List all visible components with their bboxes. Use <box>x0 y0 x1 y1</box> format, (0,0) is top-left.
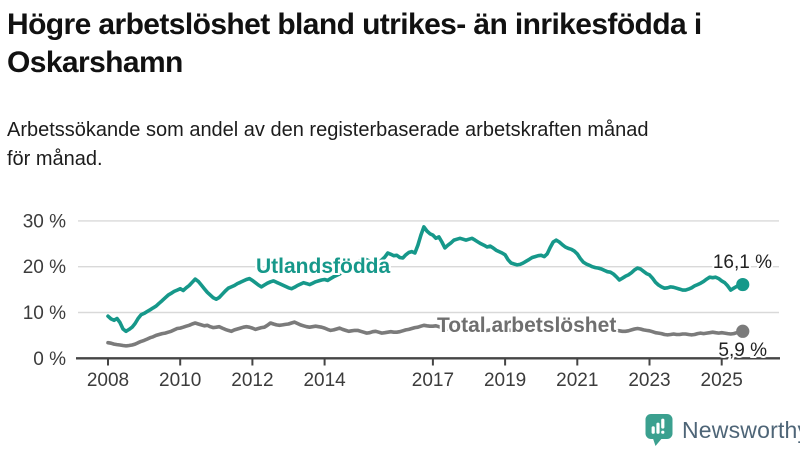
x-axis-label: 2017 <box>412 370 454 391</box>
end-dot-total <box>736 324 750 338</box>
end-value-label-total: 5,9 % <box>718 340 767 361</box>
x-axis-label: 2008 <box>87 370 129 391</box>
y-axis-label: 20 % <box>23 257 66 278</box>
chart-subtitle: Arbetssökande som andel av den registerb… <box>7 119 649 170</box>
end-dot-utlandsfodda <box>736 277 750 292</box>
page-title: Högre arbetslöshet bland utrikes- än inr… <box>7 8 702 79</box>
x-axis-label: 2010 <box>159 370 201 391</box>
line-utlandsfodda <box>106 225 745 334</box>
newsworthy-logo-text: Newsworthy <box>682 417 800 443</box>
bar-chart-speech-bubble-icon <box>645 414 673 446</box>
series-label-utlandsfodda: Utlandsfödda <box>256 255 391 278</box>
unemployment-line-chart: 0 % 10 % 20 % 30 % 2008 2010 2012 2014 2017 2019 2… <box>23 211 780 391</box>
series-label-total-arbetsloshet: Total arbetslöshet <box>437 314 617 337</box>
x-axis-label: 2025 <box>701 370 743 391</box>
x-axis-label: 2012 <box>231 370 273 391</box>
end-value-label-utlandsfodda: 16,1 % <box>713 252 772 273</box>
x-axis-label: 2021 <box>556 370 598 391</box>
newsworthy-logo: Newsworthy <box>644 413 800 448</box>
y-axis-label: 0 % <box>33 349 66 370</box>
x-axis-label: 2019 <box>484 370 526 391</box>
x-axis-label: 2023 <box>628 370 670 391</box>
x-axis-label: 2014 <box>303 370 346 391</box>
y-axis-label: 10 % <box>23 303 66 324</box>
y-axis-label: 30 % <box>23 211 66 232</box>
line-total-arbetsloshet <box>106 318 745 348</box>
